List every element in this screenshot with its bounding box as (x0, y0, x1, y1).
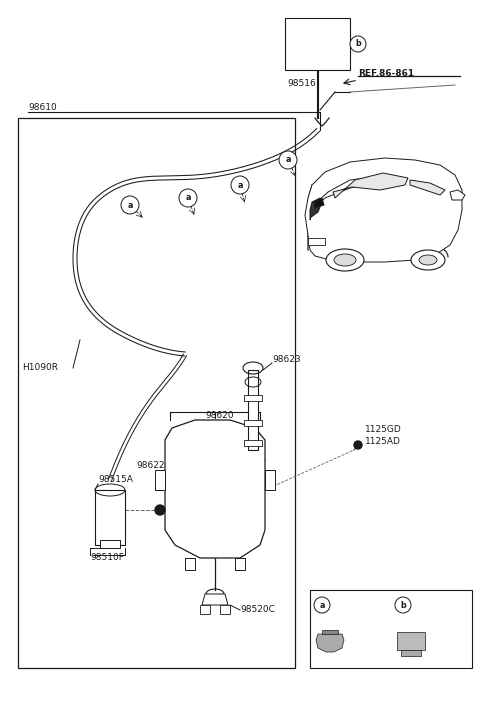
Polygon shape (244, 440, 262, 446)
Polygon shape (155, 470, 165, 490)
Text: 1125AD: 1125AD (365, 438, 401, 446)
Text: 98623: 98623 (272, 355, 300, 364)
Text: 98515A: 98515A (98, 475, 133, 484)
Polygon shape (100, 540, 120, 548)
Text: a: a (319, 601, 325, 610)
Circle shape (395, 597, 411, 613)
Polygon shape (333, 173, 408, 198)
Ellipse shape (334, 254, 356, 266)
Text: a: a (285, 156, 291, 164)
Text: b: b (355, 39, 361, 49)
Polygon shape (310, 176, 382, 220)
Polygon shape (248, 370, 258, 450)
Polygon shape (410, 180, 445, 195)
Polygon shape (95, 490, 125, 545)
Circle shape (179, 189, 197, 207)
Text: a: a (127, 200, 133, 209)
Text: a: a (237, 180, 243, 190)
Text: 98520C: 98520C (240, 606, 275, 615)
Polygon shape (310, 198, 322, 218)
Polygon shape (450, 190, 465, 200)
Circle shape (354, 441, 362, 449)
Polygon shape (397, 632, 425, 650)
Polygon shape (165, 420, 265, 558)
Polygon shape (322, 630, 338, 634)
Text: H0310R: H0310R (302, 46, 333, 54)
Ellipse shape (411, 250, 445, 270)
Text: REF.86-861: REF.86-861 (358, 68, 414, 78)
Polygon shape (265, 470, 275, 490)
Text: 98653: 98653 (335, 601, 364, 610)
Polygon shape (308, 238, 325, 245)
Text: 98622: 98622 (136, 460, 165, 470)
Polygon shape (202, 594, 228, 605)
Text: 98510F: 98510F (90, 553, 124, 563)
Text: 98661G: 98661G (416, 601, 452, 610)
Polygon shape (314, 198, 324, 208)
Circle shape (350, 36, 366, 52)
Bar (310, 590, 472, 668)
Circle shape (231, 176, 249, 194)
Text: 98516: 98516 (287, 80, 316, 89)
Text: 1125GD: 1125GD (365, 426, 402, 434)
Circle shape (279, 151, 297, 169)
Polygon shape (235, 558, 245, 570)
Polygon shape (220, 605, 230, 614)
Polygon shape (401, 650, 421, 656)
Text: 98610: 98610 (28, 104, 57, 113)
Polygon shape (200, 605, 210, 614)
Text: 98660: 98660 (303, 27, 332, 37)
Circle shape (121, 196, 139, 214)
Polygon shape (316, 634, 344, 652)
Ellipse shape (419, 255, 437, 265)
Polygon shape (305, 158, 462, 262)
Text: 98620: 98620 (206, 410, 234, 419)
Text: b: b (400, 601, 406, 610)
Polygon shape (244, 420, 262, 426)
Polygon shape (185, 558, 195, 570)
Circle shape (314, 597, 330, 613)
Text: a: a (185, 193, 191, 202)
Bar (18, 118, 295, 668)
Polygon shape (244, 395, 262, 401)
Bar (285, 18, 350, 70)
Circle shape (155, 505, 165, 515)
Ellipse shape (326, 249, 364, 271)
Text: H1090R: H1090R (22, 364, 58, 372)
